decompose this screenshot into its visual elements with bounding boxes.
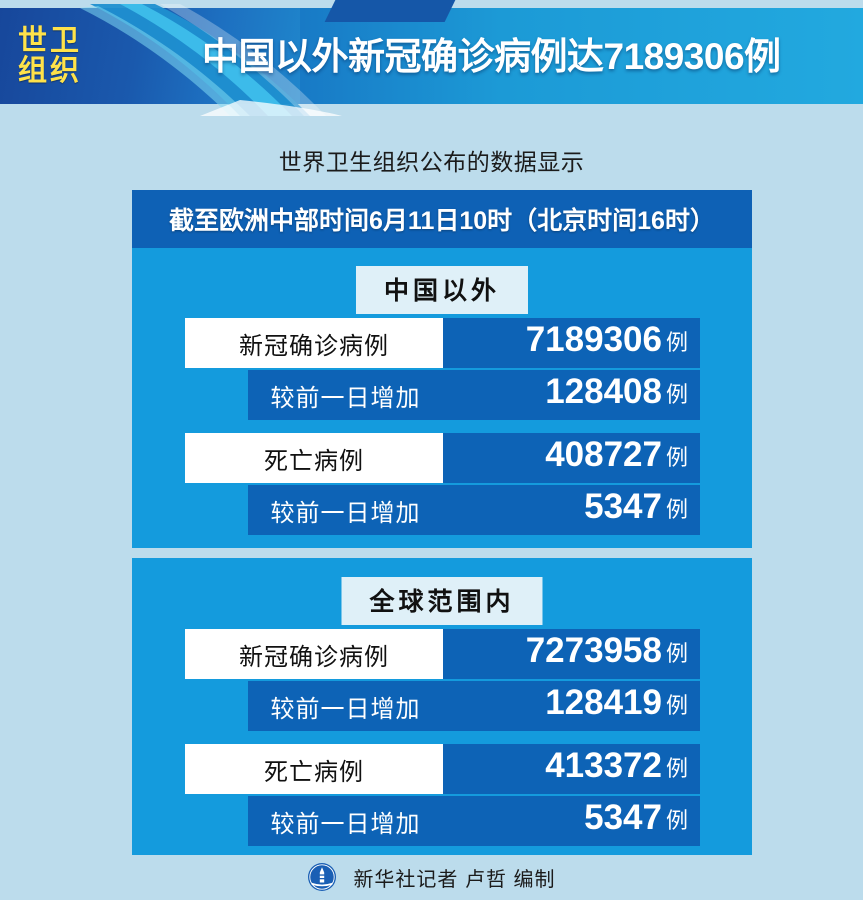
- row-label-text: 新冠确诊病例: [239, 643, 389, 671]
- row-value: 7189306 例: [526, 318, 688, 368]
- date-header: 截至欧洲中部时间6月11日10时（北京时间16时）: [132, 190, 752, 248]
- row-value: 5347 例: [584, 796, 688, 846]
- row-value-number: 7273958: [525, 631, 662, 670]
- row-label: 较前一日增加: [248, 681, 443, 731]
- who-badge-line1: 世卫: [17, 24, 82, 57]
- row-value-number: 5347: [584, 798, 662, 837]
- footer-credit: 新华社记者 卢哲 编制: [0, 862, 863, 892]
- panel-outside-china: 截至欧洲中部时间6月11日10时（北京时间16时） 中国以外 新冠确诊病例 71…: [132, 190, 752, 548]
- row-label-text: 较前一日增加: [270, 499, 421, 527]
- row-label-text: 死亡病例: [264, 758, 364, 786]
- row-label: 死亡病例: [185, 744, 443, 794]
- who-badge: 世卫 组织: [14, 18, 86, 94]
- table-row: 较前一日增加 5347 例: [248, 485, 700, 535]
- row-value-number: 413372: [545, 746, 662, 785]
- row-value: 7273958 例: [526, 629, 688, 679]
- row-value-unit: 例: [665, 382, 688, 407]
- table-row: 新冠确诊病例 7189306 例: [185, 318, 700, 368]
- row-label: 较前一日增加: [248, 370, 443, 420]
- section-tag-label: 中国以外: [383, 277, 501, 305]
- row-value-number: 7189306: [525, 320, 662, 359]
- banner-notch-shape: [324, 0, 456, 22]
- panel-global: 全球范围内 新冠确诊病例 7273958 例 较前一日增加 128419 例 死…: [132, 558, 752, 855]
- table-row: 新冠确诊病例 7273958 例: [185, 629, 700, 679]
- row-label-text: 新冠确诊病例: [239, 332, 389, 360]
- row-label-text: 较前一日增加: [270, 810, 421, 838]
- row-label: 新冠确诊病例: [185, 318, 443, 368]
- table-row: 较前一日增加 128419 例: [248, 681, 700, 731]
- who-badge-line2: 组织: [17, 55, 82, 87]
- table-row: 死亡病例 413372 例: [185, 744, 700, 794]
- row-value-unit: 例: [665, 756, 688, 781]
- row-value-number: 128408: [545, 372, 662, 411]
- header-banner: 世卫 组织 中国以外新冠确诊病例达7189306例: [0, 0, 863, 118]
- table-row: 死亡病例 408727 例: [185, 433, 700, 483]
- row-value-unit: 例: [665, 330, 688, 355]
- row-value-unit: 例: [665, 497, 688, 522]
- row-label: 较前一日增加: [248, 485, 443, 535]
- row-value: 413372 例: [545, 744, 688, 794]
- row-value-number: 5347: [584, 487, 662, 526]
- footer-credit-text: 新华社记者 卢哲 编制: [353, 868, 556, 891]
- page-title: 中国以外新冠确诊病例达7189306例: [202, 36, 781, 77]
- row-value: 128408 例: [545, 370, 688, 420]
- row-label-text: 较前一日增加: [270, 384, 421, 412]
- row-label: 新冠确诊病例: [185, 629, 443, 679]
- row-value: 5347 例: [584, 485, 688, 535]
- xinhua-logo-icon: [307, 862, 337, 892]
- row-value-number: 128419: [545, 683, 662, 722]
- row-value-unit: 例: [665, 641, 688, 666]
- row-value: 128419 例: [545, 681, 688, 731]
- row-value-unit: 例: [665, 445, 688, 470]
- row-value-number: 408727: [545, 435, 662, 474]
- row-label-text: 死亡病例: [264, 447, 364, 475]
- row-label: 死亡病例: [185, 433, 443, 483]
- row-value: 408727 例: [545, 433, 688, 483]
- date-header-label: 截至欧洲中部时间6月11日10时（北京时间16时）: [169, 207, 715, 235]
- row-value-unit: 例: [665, 808, 688, 833]
- table-row: 较前一日增加 5347 例: [248, 796, 700, 846]
- section-tag-label: 全球范围内: [369, 588, 515, 616]
- row-value-unit: 例: [665, 693, 688, 718]
- table-row: 较前一日增加 128408 例: [248, 370, 700, 420]
- row-label-text: 较前一日增加: [270, 695, 421, 723]
- section-tag-outside-china: 中国以外: [355, 266, 529, 314]
- section-tag-global: 全球范围内: [341, 577, 543, 625]
- row-label: 较前一日增加: [248, 796, 443, 846]
- subtitle: 世界卫生组织公布的数据显示: [278, 149, 585, 175]
